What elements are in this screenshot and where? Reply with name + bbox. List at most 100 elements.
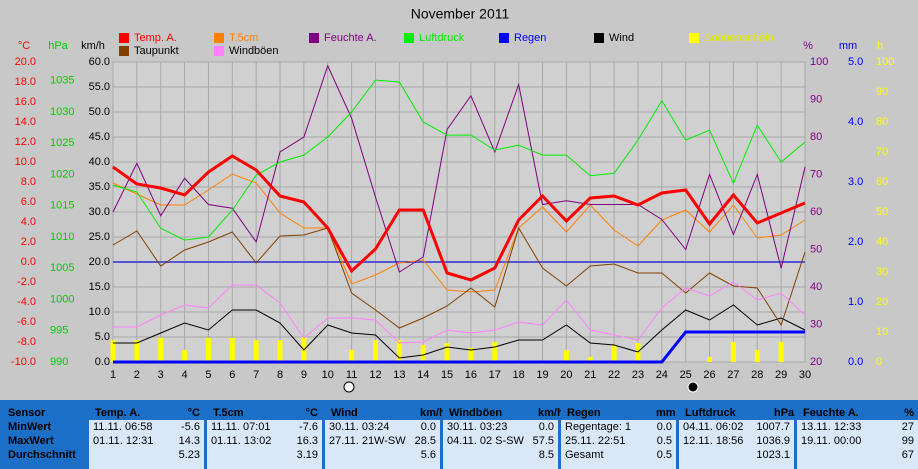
y-tick-label: 20: [810, 356, 822, 368]
column-body: [797, 420, 918, 469]
column-unit: km/h: [420, 407, 446, 419]
bar: [563, 350, 569, 362]
y-tick-label: 1015: [50, 200, 74, 212]
y-tick-label: 40: [810, 281, 822, 293]
x-tick-label: 14: [417, 369, 429, 381]
y-tick-label: 5.0: [95, 331, 110, 343]
y-tick-label: 1000: [50, 293, 74, 305]
y-tick-label: 70: [810, 168, 822, 180]
column-header: Wind: [331, 407, 358, 419]
x-tick-label: 26: [703, 369, 715, 381]
x-tick-label: 22: [608, 369, 620, 381]
line: [112, 64, 806, 273]
y-tick-label: -6.0: [17, 316, 36, 328]
y-tick-label: 60: [876, 176, 888, 188]
y-tick-label: 1010: [50, 231, 74, 243]
y-tick-label: 4.0: [848, 116, 863, 128]
cell-value: 14.3: [178, 435, 200, 447]
column-unit: hPa: [774, 407, 795, 419]
bar: [635, 343, 641, 362]
summary-table: Sensor MinWert MaxWert Durchschnitt Temp. A.…: [0, 400, 918, 469]
cell-when: 01.11. 12:31: [93, 435, 154, 447]
y-tick-label: 1025: [50, 137, 74, 149]
y-tick-label: 90: [876, 86, 888, 98]
y-tick-label: 1020: [50, 168, 74, 180]
full-moon-icon: [343, 381, 355, 393]
x-tick-label: 4: [182, 369, 188, 381]
y-tick-label: 20: [876, 296, 888, 308]
legend-label: T.5cm: [229, 32, 258, 44]
cell-when: 04.11. 02 S-SW: [447, 435, 524, 447]
cell-value: 1023.1: [756, 449, 790, 461]
row-label: Durchschnitt: [8, 449, 76, 461]
legend-label: Windböen: [229, 45, 279, 57]
x-tick-label: 8: [277, 369, 283, 381]
bar: [468, 347, 474, 362]
y-tick-label: 60: [810, 206, 822, 218]
y-tick-label: 70: [876, 146, 888, 158]
x-tick-label: 18: [513, 369, 525, 381]
y-tick-label: 10.0: [15, 156, 36, 168]
line: [112, 154, 806, 282]
y-tick-label: 6.0: [21, 196, 36, 208]
cell-when: 13.11. 12:33: [801, 421, 862, 433]
y-tick-label: 1035: [50, 75, 74, 87]
cell-value: -7.6: [299, 421, 318, 433]
axis-title: mm: [839, 40, 857, 52]
legend-swatch: [594, 33, 604, 43]
y-tick-label: 30: [876, 266, 888, 278]
y-tick-label: 0.0: [21, 256, 36, 268]
cell-when: 01.11. 13:02: [211, 435, 272, 447]
cell-when: 25.11. 22:51: [565, 435, 626, 447]
y-tick-label: 20.0: [89, 256, 110, 268]
y-tick-label: 40.0: [89, 156, 110, 168]
x-tick-label: 20: [560, 369, 572, 381]
y-tick-label: 5.0: [848, 56, 863, 68]
bar: [611, 344, 617, 362]
x-tick-label: 1: [110, 369, 116, 381]
x-tick-label: 16: [465, 369, 477, 381]
line: [113, 330, 805, 364]
x-tick-label: 2: [134, 369, 140, 381]
x-tick-label: 15: [441, 369, 453, 381]
axis-title: °C: [18, 40, 30, 52]
bar: [754, 350, 760, 362]
row-label: Sensor: [8, 407, 46, 419]
cell-value: 67: [901, 449, 914, 461]
y-tick-label: -2.0: [17, 276, 36, 288]
y-tick-label: 2.0: [848, 236, 863, 248]
legend-label: Wind: [609, 32, 634, 44]
column-unit: km/h: [538, 407, 564, 419]
legend-swatch: [214, 46, 224, 56]
column-header: Feuchte A.: [803, 407, 859, 419]
y-tick-label: 18.0: [15, 76, 36, 88]
cell-value: -5.6: [181, 421, 200, 433]
y-tick-label: 80: [876, 116, 888, 128]
column-unit: %: [904, 407, 914, 419]
cell-when: 19.11. 00:00: [801, 435, 862, 447]
cell-when: 11.11. 06:58: [93, 421, 153, 433]
column-body: [207, 420, 322, 469]
bar: [110, 340, 116, 362]
x-tick-label: 13: [393, 369, 405, 381]
column-header: Windböen: [449, 407, 503, 419]
line: [112, 173, 806, 293]
bar: [229, 338, 235, 362]
y-tick-label: 990: [50, 356, 68, 368]
x-tick-label: 30: [799, 369, 811, 381]
y-tick-label: 10: [876, 326, 888, 338]
legend-label: Temp. A.: [134, 32, 177, 44]
line: [113, 281, 806, 344]
x-tick-label: 9: [301, 369, 307, 381]
legend-swatch: [119, 46, 129, 56]
cell-when: Regentage: 1: [565, 421, 632, 433]
legend-label: Sonnenschein: [704, 32, 774, 44]
column-header: Regen: [567, 407, 601, 419]
y-tick-label: 30: [810, 318, 822, 330]
axis-title: h: [877, 40, 883, 52]
cell-value: 1036.9: [756, 435, 790, 447]
cell-value: 0.0: [538, 421, 554, 433]
cell-value: 99: [901, 435, 914, 447]
line: [113, 304, 806, 359]
y-tick-label: 0: [876, 356, 882, 368]
